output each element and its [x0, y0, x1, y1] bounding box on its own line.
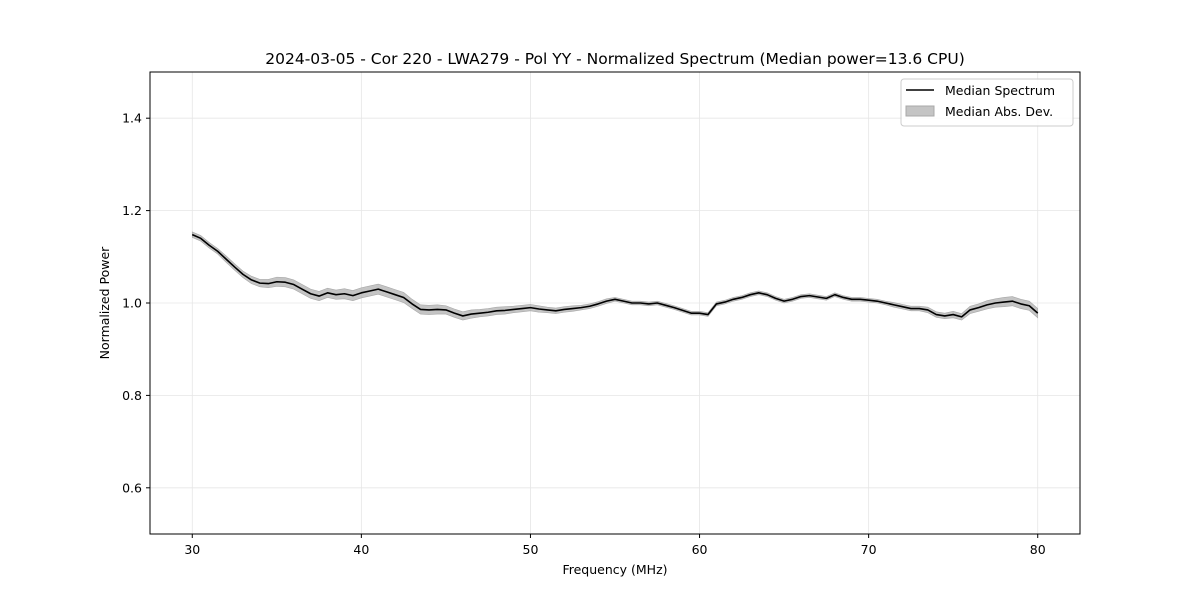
y-axis-ticks: 0.6 0.8 1.0 1.2 1.4 [122, 111, 150, 495]
x-tick-label: 70 [861, 542, 877, 557]
y-tick-label: 1.4 [122, 111, 142, 126]
x-tick-label: 80 [1030, 542, 1046, 557]
x-tick-label: 50 [523, 542, 539, 557]
legend-entry-median-abs-dev: Median Abs. Dev. [945, 104, 1053, 119]
y-tick-label: 1.2 [122, 203, 142, 218]
chart-title: 2024-03-05 - Cor 220 - LWA279 - Pol YY -… [265, 50, 965, 68]
x-axis-label: Frequency (MHz) [562, 562, 667, 577]
median-spectrum-line [191, 233, 1039, 318]
legend-entry-median-spectrum: Median Spectrum [945, 83, 1055, 98]
y-axis-label: Normalized Power [97, 246, 112, 360]
y-tick-label: 0.6 [122, 480, 142, 495]
x-axis-ticks: 30 40 50 60 70 80 [184, 534, 1046, 557]
legend-band-swatch [905, 105, 935, 117]
legend: Median Spectrum Median Abs. Dev. [900, 78, 1074, 127]
y-tick-label: 1.0 [122, 296, 142, 311]
y-tick-label: 0.8 [122, 388, 142, 403]
legend-box [900, 78, 1074, 127]
x-tick-label: 60 [692, 542, 708, 557]
median-line-layer [191, 233, 1039, 318]
x-tick-label: 40 [353, 542, 369, 557]
x-tick-label: 30 [184, 542, 200, 557]
